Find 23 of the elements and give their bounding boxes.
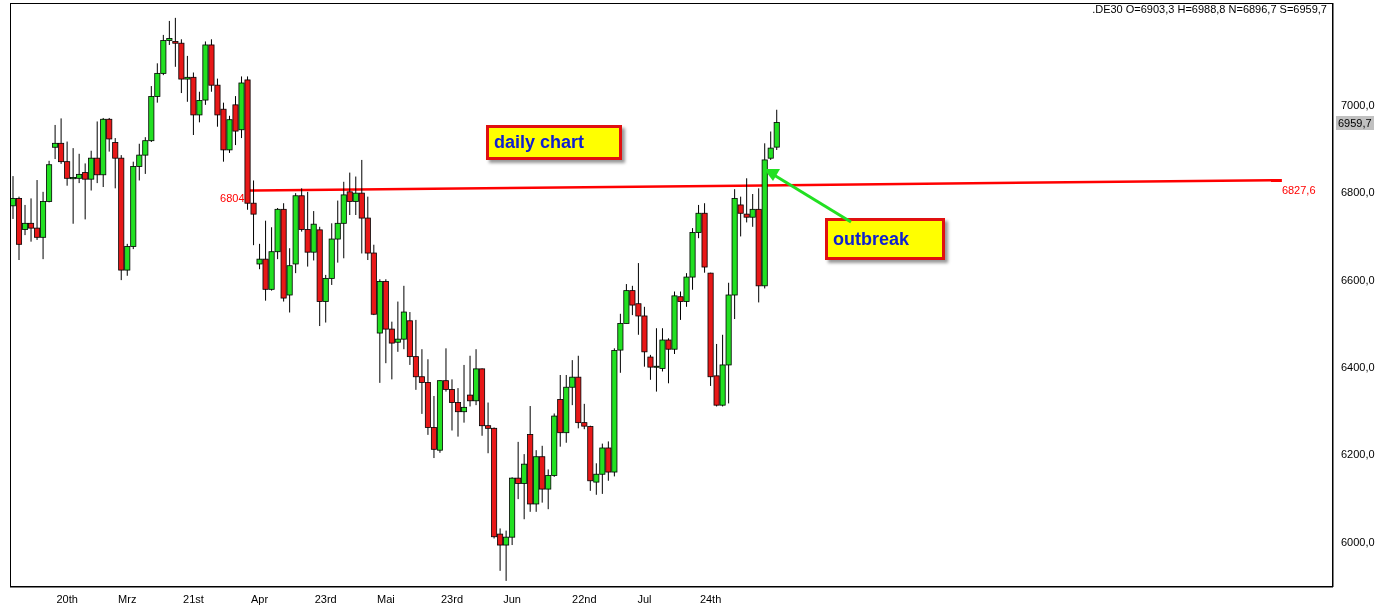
x-tick-label: Mai <box>376 592 395 605</box>
x-tick-label: 22nd <box>572 592 597 605</box>
x-tick-label: 23rd <box>440 592 464 605</box>
y-tick-label: 6800,0 <box>1341 186 1375 199</box>
data-label: 6804 <box>220 191 245 204</box>
y-tick-label: 6000,0 <box>1341 535 1375 548</box>
y-tick-label: 6600,0 <box>1341 273 1375 286</box>
y-tick-label: 6200,0 <box>1341 448 1375 461</box>
y-tick-label: 7000,0 <box>1341 98 1375 111</box>
text: 6959,7 <box>1336 116 1374 130</box>
x-tick-label: 23rd <box>314 592 337 605</box>
annotation: outbreak <box>825 218 945 260</box>
annotation: .DE30 O=6903,3 H=6988,8 N=6896,7 S=6959,7 <box>1092 3 1327 15</box>
x-tick-label: 24th <box>699 592 722 605</box>
annotation: daily chart <box>486 125 622 160</box>
x-tick-label: Apr <box>251 592 269 605</box>
x-tick-label: Jul <box>637 592 652 605</box>
x-tick-label: Mrz <box>118 592 137 605</box>
x-tick-label: 21st <box>183 592 204 605</box>
y-tick-label: 6400,0 <box>1341 361 1375 374</box>
x-tick-label: Jun <box>503 592 522 605</box>
data-label: 6827,6 <box>1281 184 1316 197</box>
x-tick-label: 20th <box>56 592 78 605</box>
